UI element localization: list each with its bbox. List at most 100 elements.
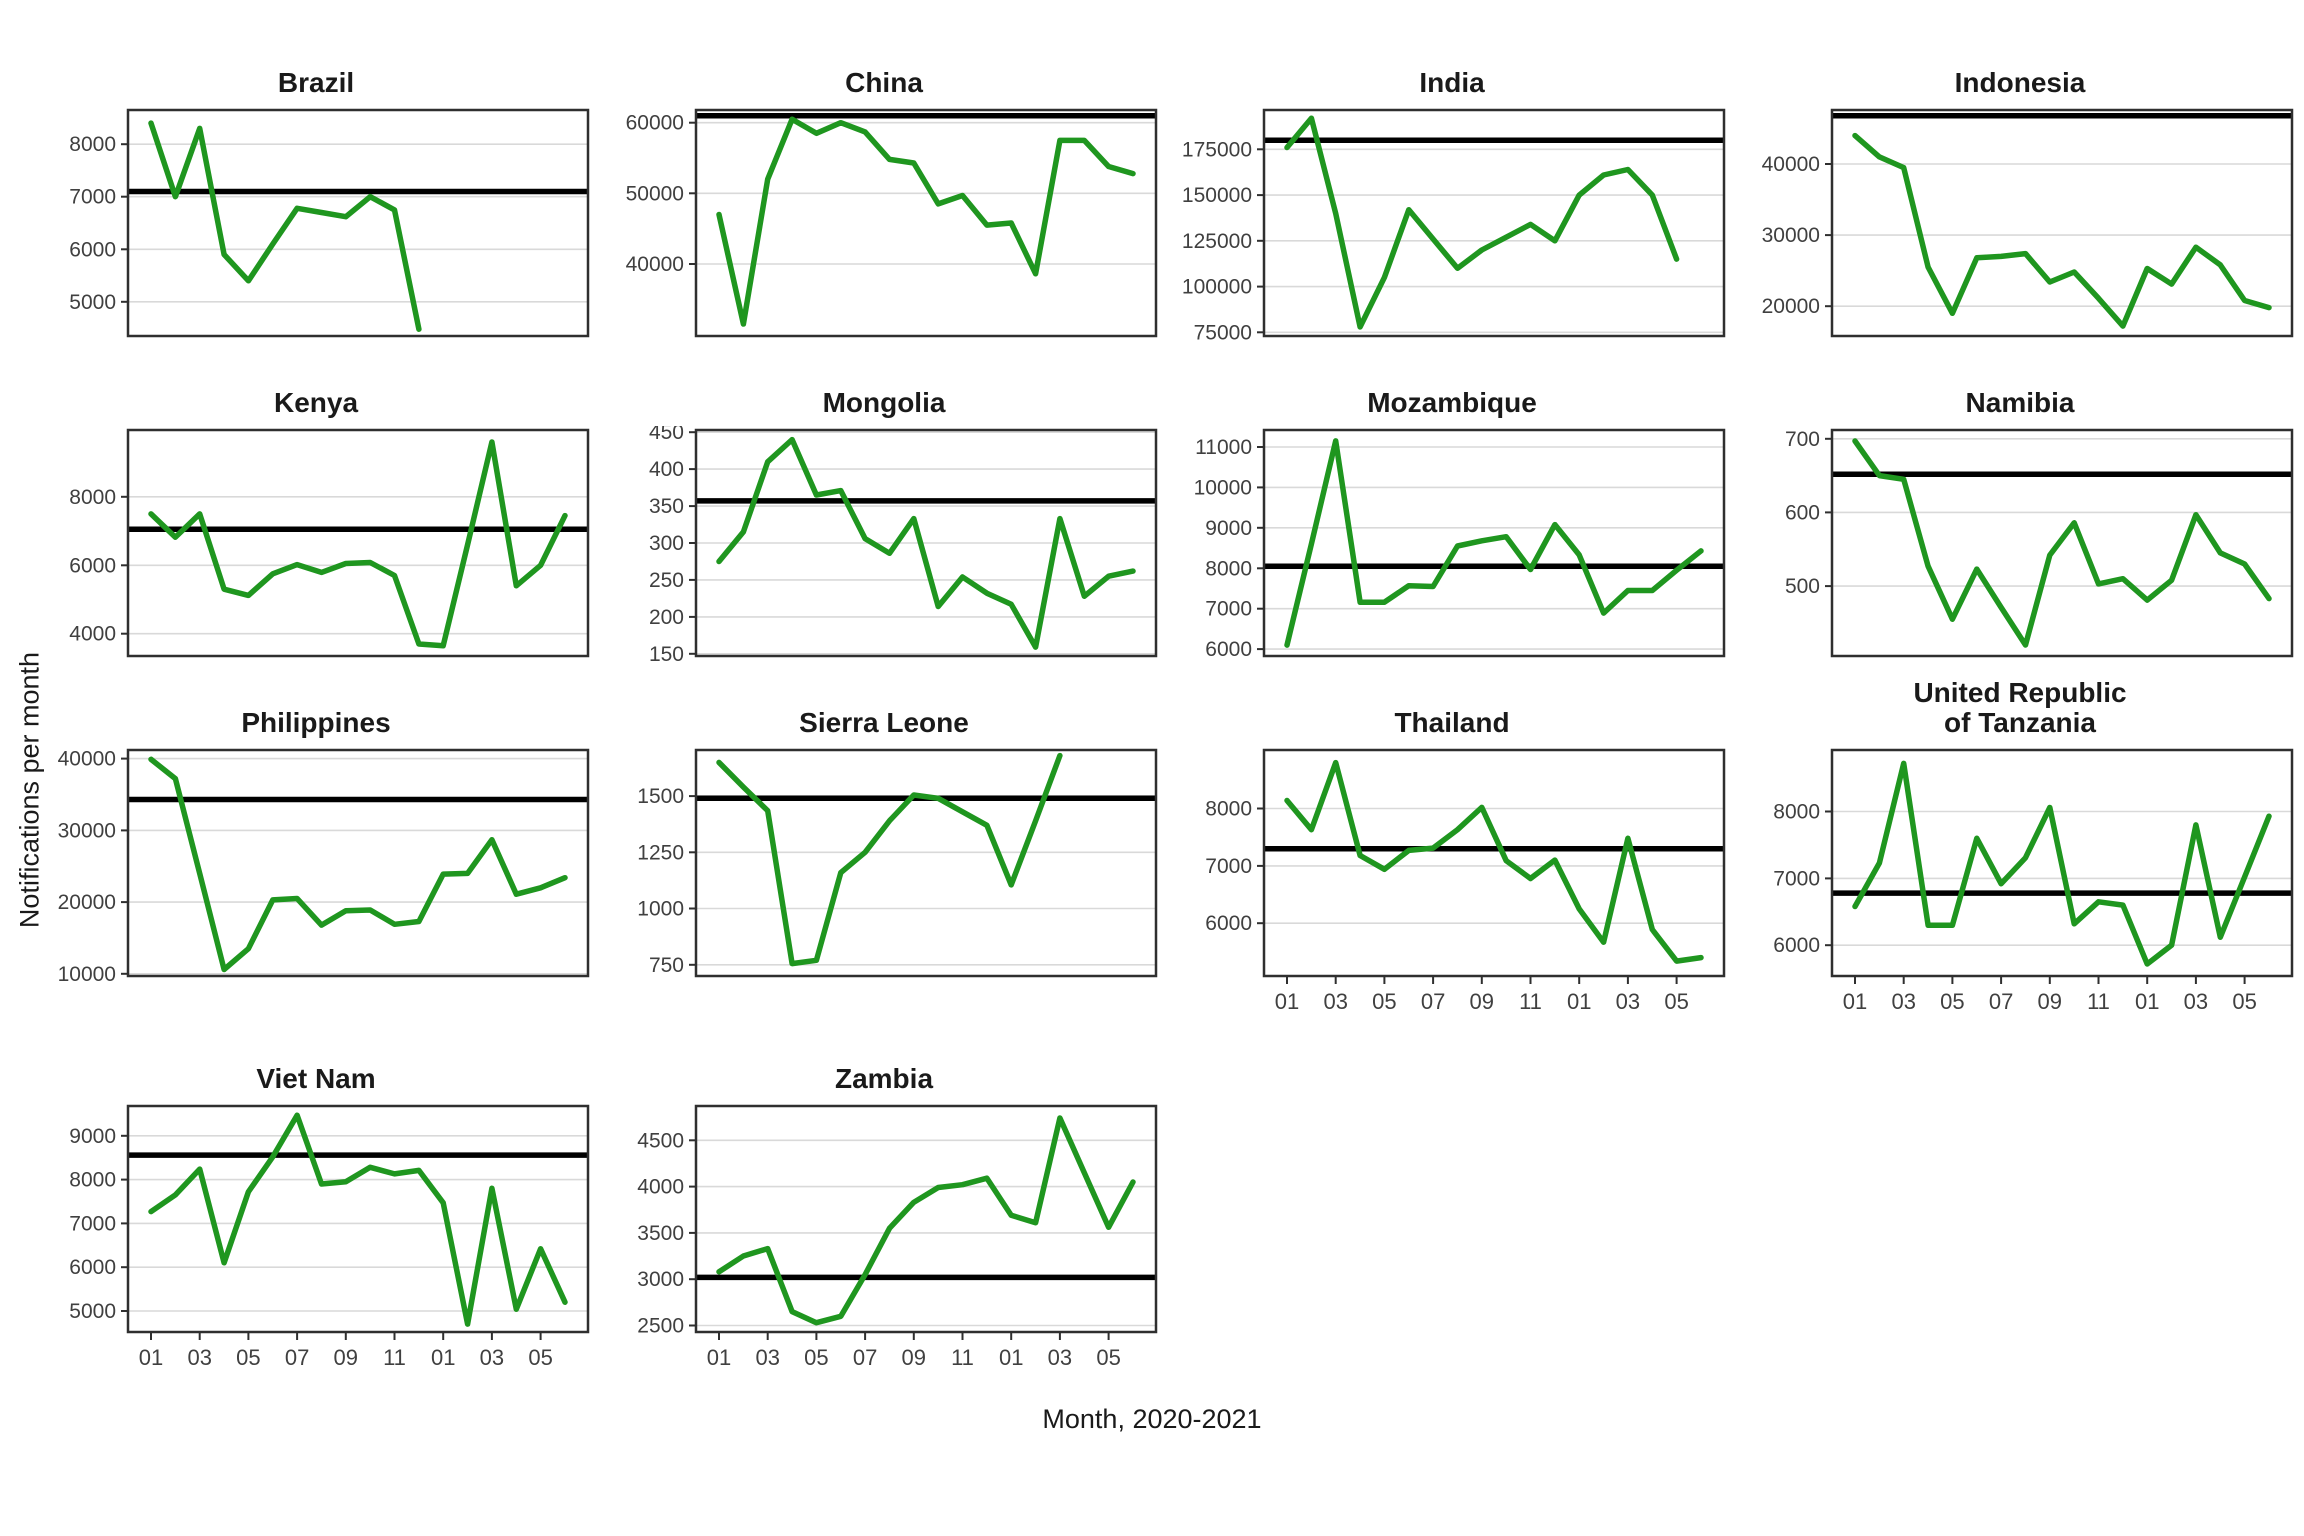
- svg-text:3500: 3500: [637, 1222, 684, 1245]
- svg-text:6000: 6000: [1773, 934, 1820, 957]
- panel-sierra-leone: Sierra Leone 750 1000 1250 1500: [604, 684, 1164, 1018]
- panel-title: Mongolia: [822, 387, 946, 418]
- svg-text:7000: 7000: [1205, 855, 1252, 878]
- small-multiples-grid: Brazil 5000 6000 7000 8000 China 40000 50000…: [36, 0, 2304, 1374]
- svg-text:40000: 40000: [58, 748, 116, 771]
- y-axis-title: Notifications per month: [14, 651, 45, 929]
- line-chart: 150 200 250 300 350 400 450: [649, 426, 1158, 662]
- panel-mozambique: Mozambique 6000 7000 8000 9000 10000 11000: [1172, 364, 1732, 662]
- svg-text:200: 200: [649, 606, 684, 629]
- svg-text:03: 03: [2184, 989, 2208, 1014]
- panel-namibia: Namibia 500 600 700: [1740, 364, 2300, 662]
- svg-text:03: 03: [1891, 989, 1915, 1014]
- svg-text:01: 01: [431, 1345, 455, 1370]
- panel-title: Viet Nam: [256, 1063, 376, 1094]
- panel-thailand: Thailand 6000 7000 8000 01 03 05 07 09 11 01 03 05: [1172, 684, 1732, 1018]
- svg-text:05: 05: [236, 1345, 260, 1370]
- svg-text:8000: 8000: [69, 133, 116, 156]
- panel-title: United Republic of Tanzania: [1913, 677, 2127, 738]
- panel-title: Thailand: [1394, 707, 1510, 738]
- svg-text:03: 03: [480, 1345, 504, 1370]
- panel-brazil: Brazil 5000 6000 7000 8000: [36, 44, 596, 342]
- panel-zambia: Zambia 2500 3000 3500 4000 4500 01 03 05 07 09 11 0…: [604, 1040, 1164, 1374]
- svg-text:10000: 10000: [58, 963, 116, 982]
- svg-text:05: 05: [1372, 989, 1396, 1014]
- svg-text:450: 450: [649, 426, 684, 444]
- svg-text:01: 01: [1275, 989, 1299, 1014]
- svg-text:7000: 7000: [69, 1212, 116, 1235]
- svg-text:11: 11: [1519, 989, 1542, 1014]
- svg-text:8000: 8000: [69, 1169, 116, 1192]
- svg-text:8000: 8000: [1205, 798, 1252, 821]
- panel-title: Philippines: [241, 707, 391, 738]
- panel-title: Zambia: [834, 1063, 934, 1094]
- svg-text:01: 01: [999, 1345, 1023, 1370]
- panel-title: India: [1419, 67, 1485, 98]
- svg-text:07: 07: [1421, 989, 1445, 1014]
- line-chart: 40000 50000 60000: [626, 108, 1158, 338]
- svg-text:150000: 150000: [1182, 184, 1252, 207]
- svg-text:7000: 7000: [69, 186, 116, 209]
- svg-text:4000: 4000: [637, 1176, 684, 1199]
- svg-text:5000: 5000: [69, 1300, 116, 1323]
- svg-text:05: 05: [528, 1345, 552, 1370]
- svg-text:11: 11: [951, 1345, 974, 1370]
- panel-title: Namibia: [1965, 387, 2075, 418]
- panel-philippines: Philippines 10000 20000 30000 40000: [36, 684, 596, 1018]
- panel-china: China 40000 50000 60000: [604, 44, 1164, 342]
- svg-text:9000: 9000: [69, 1125, 116, 1148]
- svg-text:03: 03: [1616, 989, 1640, 1014]
- svg-text:6000: 6000: [1205, 912, 1252, 935]
- svg-text:1250: 1250: [637, 841, 684, 864]
- svg-text:20000: 20000: [58, 891, 116, 914]
- svg-text:07: 07: [1989, 989, 2013, 1014]
- line-chart: 6000 7000 8000 01 03 05 07 09 11 01 03 05: [1773, 748, 2294, 1014]
- svg-text:11: 11: [2087, 989, 2110, 1014]
- svg-text:01: 01: [1843, 989, 1867, 1014]
- svg-text:8000: 8000: [1205, 557, 1252, 580]
- svg-text:7000: 7000: [1773, 867, 1820, 890]
- line-chart: 5000 6000 7000 8000 9000 01 03 05 07 09 11 01 03 05: [69, 1104, 590, 1370]
- svg-text:05: 05: [1664, 989, 1688, 1014]
- svg-text:01: 01: [1567, 989, 1591, 1014]
- svg-text:05: 05: [1096, 1345, 1120, 1370]
- line-chart: 500 600 700: [1785, 428, 2294, 658]
- svg-text:03: 03: [1323, 989, 1347, 1014]
- svg-text:09: 09: [902, 1345, 926, 1370]
- svg-text:2500: 2500: [637, 1315, 684, 1338]
- svg-text:07: 07: [853, 1345, 877, 1370]
- svg-text:11000: 11000: [1195, 436, 1252, 459]
- line-chart: 2500 3000 3500 4000 4500 01 03 05 07 09 11 01 03 05: [637, 1104, 1158, 1370]
- svg-text:100000: 100000: [1182, 276, 1252, 299]
- svg-text:05: 05: [2232, 989, 2256, 1014]
- svg-text:05: 05: [804, 1345, 828, 1370]
- panel-title: Indonesia: [1954, 67, 2086, 98]
- svg-text:6000: 6000: [69, 554, 116, 577]
- panel-indonesia: Indonesia 20000 30000 40000: [1740, 44, 2300, 342]
- svg-text:1000: 1000: [637, 898, 684, 921]
- svg-text:01: 01: [2135, 989, 2159, 1014]
- panel-mongolia: Mongolia 150 200 250 300 350 400 450: [604, 364, 1164, 662]
- line-chart: 10000 20000 30000 40000: [58, 748, 590, 982]
- svg-text:07: 07: [285, 1345, 309, 1370]
- svg-text:20000: 20000: [1762, 295, 1820, 318]
- svg-text:300: 300: [649, 532, 684, 555]
- svg-text:4000: 4000: [69, 623, 116, 646]
- svg-text:750: 750: [649, 954, 684, 977]
- svg-text:6000: 6000: [1205, 638, 1252, 661]
- svg-text:600: 600: [1785, 501, 1820, 524]
- panel-kenya: Kenya 4000 6000 8000: [36, 364, 596, 662]
- svg-text:350: 350: [649, 495, 684, 518]
- svg-text:6000: 6000: [69, 238, 116, 261]
- svg-text:30000: 30000: [58, 819, 116, 842]
- svg-text:30000: 30000: [1762, 224, 1820, 247]
- panel-title: Brazil: [277, 67, 355, 98]
- svg-text:5000: 5000: [69, 291, 116, 314]
- svg-text:175000: 175000: [1182, 138, 1252, 161]
- svg-text:05: 05: [1940, 989, 1964, 1014]
- svg-text:01: 01: [139, 1345, 163, 1370]
- panel-viet-nam: Viet Nam 5000 6000 7000 8000 9000 01 03 05 07 09 1…: [36, 1040, 596, 1374]
- svg-text:40000: 40000: [626, 253, 684, 276]
- svg-text:7000: 7000: [1205, 598, 1252, 621]
- svg-text:03: 03: [187, 1345, 211, 1370]
